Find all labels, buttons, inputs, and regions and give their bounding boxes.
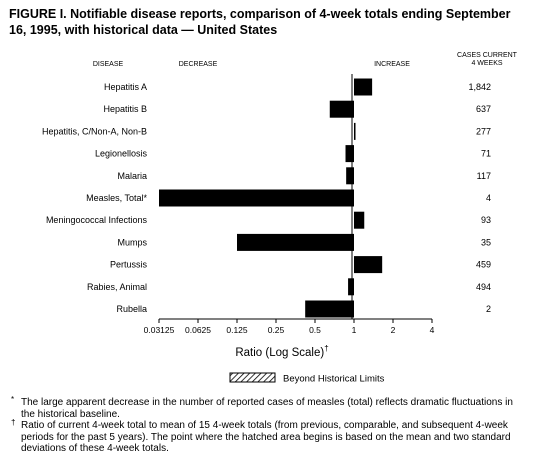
cases-value: 117: [477, 171, 491, 181]
bar: [159, 189, 354, 207]
footnote-text: Ratio of current 4-week total to mean of…: [21, 420, 511, 454]
cases-value: 459: [476, 260, 491, 270]
x-axis-label: Ratio (Log Scale)†: [235, 344, 328, 359]
category-label: Rabies, Animal: [87, 282, 147, 292]
cases-value: 277: [476, 126, 491, 136]
x-tick-label: 2: [391, 325, 396, 335]
bar: [305, 300, 354, 318]
footnote-mark: †: [11, 418, 16, 427]
x-tick-label: 0.125: [226, 325, 248, 335]
figure-title: FIGURE I. Notifiable disease reports, co…: [9, 7, 511, 37]
bar: [346, 167, 354, 185]
x-tick-label: 4: [430, 325, 435, 335]
cases-value: 93: [481, 215, 491, 225]
bar: [329, 100, 354, 118]
category-label: Hepatitis B: [103, 104, 147, 114]
ratio-bar-chart: DISEASE DECREASE INCREASE CASES CURRENT 4…: [42, 52, 518, 385]
bar: [345, 145, 354, 163]
footnote-text: The large apparent decrease in the numbe…: [21, 397, 513, 420]
footnote-mark: *: [11, 395, 15, 404]
legend: Beyond Historical Limits: [229, 372, 385, 385]
category-label: Rubella: [116, 304, 147, 314]
header-cases-line: CASES CURRENT: [457, 52, 518, 59]
cases-value: 71: [481, 149, 491, 159]
x-axis-ticks: 0.03125 0.0625 0.125 0.25 0.5 1 2 4: [144, 319, 435, 335]
cases-value: 35: [481, 237, 491, 247]
header-decrease: DECREASE: [179, 61, 218, 68]
x-tick-label: 0.25: [268, 325, 285, 335]
cases-value: 1,842: [468, 82, 491, 92]
category-label: Measles, Total*: [86, 193, 147, 203]
category-label: Legionellosis: [95, 149, 148, 159]
category-label: Mumps: [117, 237, 147, 247]
bar: [237, 233, 354, 251]
header-cases: CASES CURRENT 4 WEEKS: [457, 52, 518, 67]
footnote-ratio: † Ratio of current 4-week total to mean …: [9, 418, 529, 455]
header-cases-line: 4 WEEKS: [471, 60, 502, 67]
x-tick-label: 1: [352, 325, 357, 335]
footnotes: * The large apparent decrease in the num…: [9, 395, 529, 455]
cases-value: 637: [476, 104, 491, 114]
bar: [354, 211, 365, 229]
bar: [354, 78, 373, 96]
category-label: Malaria: [117, 171, 147, 181]
category-label: Hepatitis A: [104, 82, 147, 92]
header-disease: DISEASE: [93, 61, 124, 68]
category-label: Meningococcal Infections: [46, 215, 148, 225]
bar: [354, 122, 356, 140]
chart-rows: Hepatitis A 1,842 Hepatitis B 637 Hepatitis,…: [42, 78, 491, 318]
cases-value: 2: [486, 304, 491, 314]
category-label: Hepatitis, C/Non-A, Non-B: [42, 126, 147, 136]
x-axis-label-text: Ratio (Log Scale): [235, 347, 324, 359]
cases-value: 4: [486, 193, 491, 203]
category-label: Pertussis: [110, 260, 148, 270]
x-axis-label-mark: †: [324, 344, 328, 353]
cases-value: 494: [476, 282, 491, 292]
x-tick-label: 0.03125: [144, 325, 175, 335]
header-increase: INCREASE: [374, 61, 410, 68]
x-tick-label: 0.0625: [185, 325, 211, 335]
bar: [348, 278, 354, 296]
footnote-measles: * The large apparent decrease in the num…: [9, 395, 529, 420]
legend-hatch-swatch: [229, 372, 276, 383]
x-tick-label: 0.5: [309, 325, 321, 335]
bar: [354, 256, 383, 274]
legend-label: Beyond Historical Limits: [283, 374, 385, 385]
